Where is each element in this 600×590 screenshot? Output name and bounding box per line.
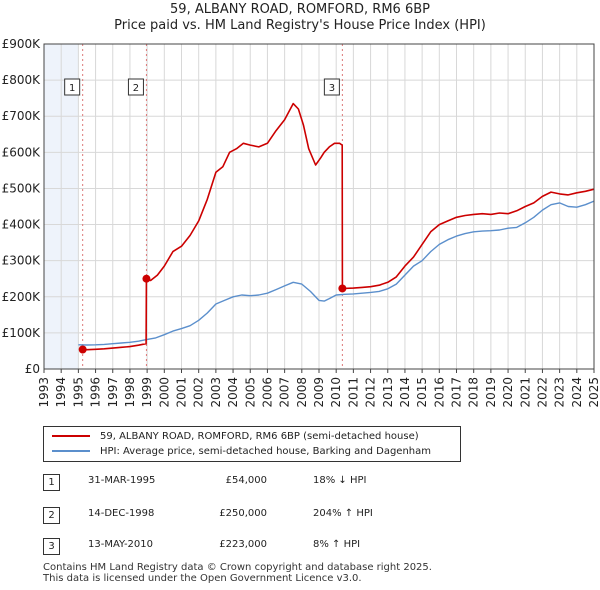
sale-date-lines	[82, 44, 343, 369]
sale-label-number: 1	[69, 83, 75, 94]
sale-label-box	[323, 78, 340, 96]
sale-number-badge: 2	[43, 507, 60, 524]
x-tick-label: 2001	[175, 377, 189, 408]
plot-border	[43, 43, 595, 370]
footer-copyright: Contains HM Land Registry data © Crown c…	[43, 562, 432, 573]
x-tick-label: 2015	[415, 377, 429, 408]
sale-row: 1 31-MAR-1995 £54,000 18% ↓ HPI	[43, 474, 443, 491]
y-tick-label: £800K	[2, 73, 42, 87]
x-tick-label: 2003	[209, 377, 223, 408]
x-tick-label: 2000	[157, 377, 171, 408]
legend-property-label: 59, ALBANY ROAD, ROMFORD, RM6 6BP (semi-…	[100, 431, 419, 442]
x-tick-label: 2024	[570, 377, 584, 408]
x-axis: 1993 1994 1995 1996 1997 1998 1999 2000 2001 2002…	[37, 369, 600, 408]
x-tick-label: 2023	[553, 377, 567, 408]
property-price-line	[82, 102, 595, 351]
sale-number-badge: 3	[43, 538, 60, 555]
sale-label-number: 3	[329, 83, 335, 94]
x-tick-label: 2022	[535, 377, 549, 408]
x-tick-label: 2002	[192, 377, 206, 408]
x-tick-label: 2007	[278, 377, 292, 408]
sale-label-box	[64, 78, 81, 96]
x-tick-label: 1994	[54, 377, 68, 408]
sale-hpi-change: 204% ↑ HPI	[313, 508, 373, 519]
sale-price: £54,000	[225, 475, 267, 486]
series	[78, 102, 595, 351]
y-tick-label: £200K	[2, 290, 42, 304]
x-tick-label: 1995	[71, 377, 85, 408]
footer-licence: This data is licensed under the Open Gov…	[43, 573, 362, 584]
x-tick-label: 2018	[467, 377, 481, 408]
x-tick-label: 2014	[398, 377, 412, 408]
sale-hpi-change: 8% ↑ HPI	[313, 539, 361, 550]
y-tick-label: £0	[25, 362, 40, 376]
x-tick-label: 1998	[123, 377, 137, 408]
x-tick-label: 2013	[381, 377, 395, 408]
x-tick-label: 2004	[226, 377, 240, 408]
x-tick-label: 1996	[89, 377, 103, 408]
grid	[43, 43, 595, 370]
sale-hpi-change: 18% ↓ HPI	[313, 475, 367, 486]
y-tick-label: £700K	[2, 109, 42, 123]
y-tick-label: £600K	[2, 145, 42, 159]
sale-label-box	[127, 78, 144, 96]
x-tick-label: 2017	[450, 377, 464, 408]
x-tick-label: 2021	[518, 377, 532, 408]
legend-hpi-label: HPI: Average price, semi-detached house,…	[100, 446, 432, 457]
y-tick-label: £400K	[2, 218, 42, 232]
hpi-line	[78, 200, 595, 346]
x-tick-label: 2016	[432, 377, 446, 408]
legend-hpi-swatch	[52, 450, 90, 452]
sale-label-number: 2	[133, 83, 139, 94]
x-tick-label: 2020	[501, 377, 515, 408]
x-tick-label: 2019	[484, 377, 498, 408]
legend: 59, ALBANY ROAD, ROMFORD, RM6 6BP (semi-…	[43, 426, 461, 462]
sale-number-badge: 1	[43, 474, 60, 491]
x-tick-label: 1993	[37, 377, 51, 408]
sale-row: 3 13-MAY-2010 £223,000 8% ↑ HPI	[43, 538, 443, 555]
y-tick-label: £500K	[2, 181, 42, 195]
legend-property: 59, ALBANY ROAD, ROMFORD, RM6 6BP (semi-…	[52, 430, 419, 444]
legend-hpi: HPI: Average price, semi-detached house,…	[52, 445, 431, 459]
sale-dots	[78, 274, 347, 354]
sale-point	[78, 345, 87, 354]
x-tick-label: 2008	[295, 377, 309, 408]
title-line-2: Price paid vs. HM Land Registry's House …	[114, 18, 486, 33]
sale-labels: 1 2 3	[64, 78, 340, 96]
x-tick-label: 2012	[364, 377, 378, 408]
y-tick-label: £100K	[2, 326, 42, 340]
x-tick-label: 2005	[243, 377, 257, 408]
chart-title: 59, ALBANY ROAD, ROMFORD, RM6 6BP Price …	[0, 2, 600, 34]
x-tick-label: 2011	[346, 377, 360, 408]
x-tick-label: 2025	[587, 377, 600, 408]
y-tick-label: £900K	[2, 37, 42, 51]
sale-row: 2 14-DEC-1998 £250,000 204% ↑ HPI	[43, 507, 443, 524]
x-tick-label: 1997	[106, 377, 120, 408]
sale-price: £223,000	[219, 539, 267, 550]
sale-date: 14-DEC-1998	[88, 508, 155, 519]
footer: Contains HM Land Registry data © Crown c…	[43, 562, 432, 584]
sale-price: £250,000	[219, 508, 267, 519]
x-tick-label: 2010	[329, 377, 343, 408]
x-tick-label: 2006	[260, 377, 274, 408]
sale-point	[338, 284, 347, 293]
y-tick-label: £300K	[2, 254, 42, 268]
x-tick-label: 2009	[312, 377, 326, 408]
sale-point	[142, 274, 151, 283]
x-tick-label: 1999	[140, 377, 154, 408]
sale-date: 31-MAR-1995	[88, 475, 156, 486]
sale-date: 13-MAY-2010	[88, 539, 154, 550]
price-chart: 1 2 3 £0 £100K £200K £300K £400K £500K £600K £700…	[2, 37, 600, 408]
y-axis: £0 £100K £200K £300K £400K £500K £600K £700K £80…	[2, 37, 42, 376]
legend-property-swatch	[52, 435, 90, 437]
title-line-1: 59, ALBANY ROAD, ROMFORD, RM6 6BP	[170, 2, 430, 17]
